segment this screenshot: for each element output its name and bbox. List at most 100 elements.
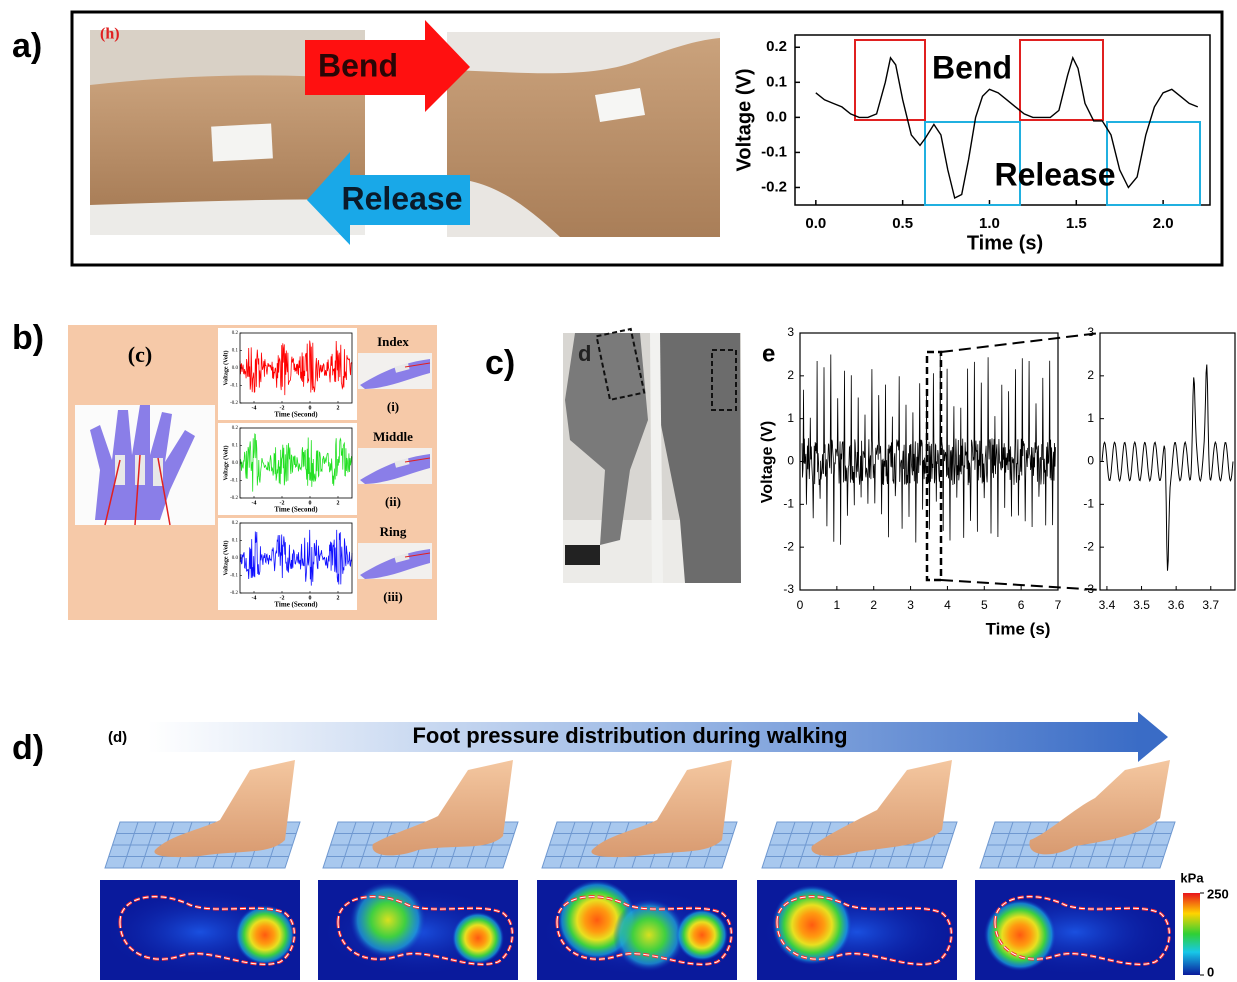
foot-outline-inner <box>994 896 1170 965</box>
y-tick-label: -0.1 <box>761 143 787 160</box>
arrow-label: Bend <box>318 47 398 83</box>
pressure-map <box>318 880 518 980</box>
x-tick-label: 0 <box>797 598 804 612</box>
x-tick-label: 3.4 <box>1099 598 1116 612</box>
highlight-box <box>1019 39 1104 121</box>
panel-frame <box>70 10 1224 267</box>
row-numeral: (i) <box>387 399 399 414</box>
x-tick-label: 2 <box>337 405 340 411</box>
x-tick-label: 0 <box>309 595 312 601</box>
y-tick-label: 0 <box>1087 454 1094 468</box>
foot <box>591 760 732 858</box>
colorbar-unit: kPa <box>1180 870 1204 885</box>
panel-title: Foot pressure distribution during walkin… <box>412 723 847 748</box>
pressure-map <box>975 880 1175 980</box>
sensor <box>394 458 410 468</box>
y-tick-label: 2 <box>1087 368 1094 382</box>
photo-finger <box>358 353 432 389</box>
wire <box>404 362 431 368</box>
y-tick-label: -2 <box>1083 539 1094 553</box>
photo-glove <box>75 405 215 526</box>
panel-label: a) <box>12 27 42 65</box>
photo-tag: (h) <box>100 26 120 43</box>
panel-tag: (d) <box>108 729 127 746</box>
x-tick-label: -2 <box>280 405 285 411</box>
x-tick-label: -2 <box>280 595 285 601</box>
foot <box>154 760 295 858</box>
x-tick-label: 2 <box>337 595 340 601</box>
wire <box>404 552 431 558</box>
x-axis-label: Time (Second) <box>274 601 318 609</box>
panel-label: b) <box>12 319 44 357</box>
photo-finger <box>358 448 432 484</box>
zoom-window <box>925 350 943 582</box>
foot-outline-inner <box>119 896 295 965</box>
y-tick-label: 0.2 <box>232 426 239 431</box>
zoom-connector <box>940 579 1101 591</box>
pressure-map <box>757 880 957 980</box>
foot-outline-inner <box>776 896 952 965</box>
foot-outline-inner <box>556 896 732 965</box>
x-tick-label: 0.5 <box>892 215 913 232</box>
annotation: Bend <box>932 49 1012 85</box>
zoom-connector <box>940 332 1101 353</box>
y-tick-label: 1 <box>787 411 794 425</box>
y-tick-label: -0.2 <box>230 401 238 406</box>
y-tick-label: -1 <box>1083 497 1094 511</box>
y-tick-label: 0.1 <box>232 349 239 354</box>
colorbar <box>1183 893 1200 975</box>
colorbar-tick-label: 0 <box>1207 964 1214 979</box>
finger-label: Middle <box>373 429 413 444</box>
x-tick-label: 0 <box>309 405 312 411</box>
y-tick-label: 0.2 <box>766 38 787 55</box>
panel-label: c) <box>485 344 515 382</box>
signal-trace <box>239 340 353 396</box>
pressure-map <box>537 880 737 980</box>
arrow-bend <box>305 20 470 112</box>
x-tick-label: 3 <box>907 598 914 612</box>
foot <box>811 760 952 856</box>
annotation: Release <box>995 156 1116 192</box>
x-tick-label: 1 <box>834 598 841 612</box>
x-axis-label: Time (Second) <box>274 411 318 419</box>
panel-tag: (c) <box>128 342 152 367</box>
row-numeral: (iii) <box>383 589 403 604</box>
hand <box>360 549 430 579</box>
y-tick-label: 0.1 <box>232 444 239 449</box>
pressure-blob <box>452 912 504 964</box>
pressure-blob <box>772 885 852 965</box>
x-axis-label: Time (s) <box>986 619 1051 638</box>
x-axis-label: Time (Second) <box>274 506 318 514</box>
y-tick-label: -0.1 <box>230 384 238 389</box>
y-tick-label: 0.1 <box>232 539 239 544</box>
y-tick-label: 0.0 <box>232 461 239 466</box>
signal-trace <box>801 354 1057 545</box>
x-tick-label: 3.6 <box>1168 598 1185 612</box>
highlight-box <box>854 39 926 121</box>
x-tick-label: -4 <box>252 500 257 506</box>
x-tick-label: 2.0 <box>1153 215 1174 232</box>
foot <box>1029 760 1170 855</box>
y-tick-label: 0.0 <box>766 108 787 125</box>
sensor <box>394 363 410 373</box>
x-axis-label: Time (s) <box>967 232 1043 254</box>
x-tick-label: 7 <box>1055 598 1062 612</box>
y-tick-label: -3 <box>783 582 794 596</box>
y-axis-label: Voltage (Volt) <box>222 350 229 385</box>
pressure-blob <box>235 905 295 965</box>
progress-arrow <box>148 722 1140 752</box>
y-tick-label: 3 <box>787 325 794 339</box>
x-tick-label: 1.0 <box>979 215 1000 232</box>
y-tick-label: -0.2 <box>230 591 238 596</box>
pressure-blob <box>984 899 1056 971</box>
y-tick-label: 1 <box>1087 411 1094 425</box>
y-tick-label: -1 <box>783 497 794 511</box>
x-tick-label: 2 <box>870 598 877 612</box>
signal-trace <box>239 433 353 492</box>
y-tick-label: -0.2 <box>230 496 238 501</box>
walking-step <box>979 760 1176 869</box>
x-tick-label: 3.7 <box>1202 598 1219 612</box>
walking-step <box>541 760 738 869</box>
y-tick-label: 0.1 <box>766 73 787 90</box>
sensor <box>394 553 410 563</box>
